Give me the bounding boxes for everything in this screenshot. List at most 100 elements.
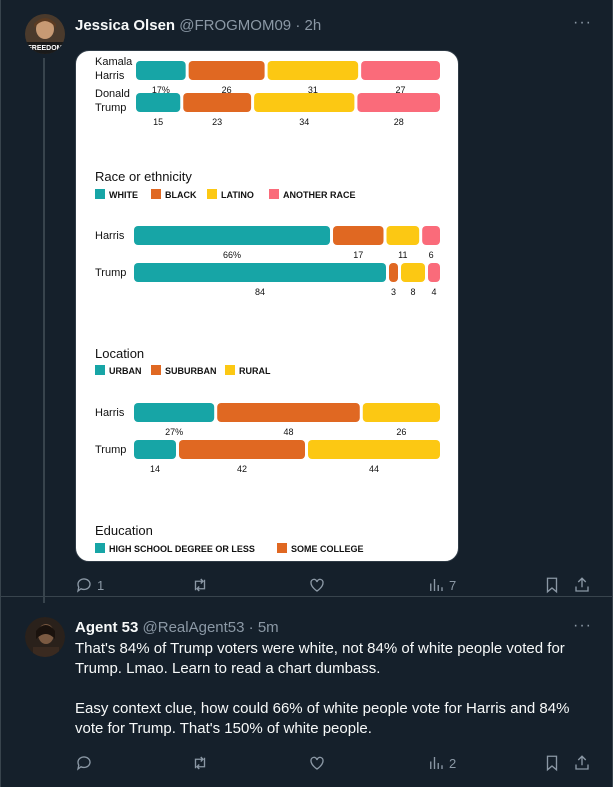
bookmark-icon <box>546 755 558 772</box>
legend-label: HIGH SCHOOL DEGREE OR LESS <box>109 544 255 554</box>
bar-segment <box>267 61 359 80</box>
reply-button[interactable] <box>75 753 93 773</box>
row-label: Harris <box>95 70 125 82</box>
tweet-actions: 1 7 <box>75 575 595 595</box>
data-label: 15 <box>153 117 163 127</box>
tweet-header: Agent 53 @RealAgent53 · 5m <box>75 619 279 636</box>
bar-segment <box>136 61 186 80</box>
retweet-button[interactable] <box>191 753 209 773</box>
views-button[interactable]: 2 <box>427 753 456 773</box>
legend-swatch <box>95 365 105 375</box>
data-label: 17% <box>152 85 170 95</box>
legend-swatch <box>151 365 161 375</box>
bar-segment <box>136 93 181 112</box>
bar-segment <box>254 93 355 112</box>
bar-segment <box>386 226 420 245</box>
legend-label: BLACK <box>165 190 197 200</box>
data-label: 42 <box>237 464 247 474</box>
tweet-paragraph: That's 84% of Trump voters were white, n… <box>75 640 565 677</box>
data-label: 84 <box>255 287 265 297</box>
bookmark-button[interactable] <box>543 575 561 595</box>
data-label: 6 <box>429 250 434 260</box>
share-icon <box>575 577 589 592</box>
bar-segment <box>188 61 265 80</box>
bar-segment <box>401 263 425 282</box>
avatar-image <box>25 617 65 657</box>
views-count: 2 <box>449 755 457 771</box>
tweet-agent53[interactable]: Agent 53 @RealAgent53 · 5m ··· That's 84… <box>1 597 613 787</box>
reply-count: 1 <box>97 577 105 593</box>
row-label: Kamala <box>95 56 133 68</box>
legend-swatch <box>151 189 161 199</box>
tweet-text: That's 84% of Trump voters were white, n… <box>75 639 595 739</box>
bar-segment <box>134 403 215 422</box>
avatar-image: FREEDOM <box>25 14 65 54</box>
bookmark-button[interactable] <box>543 753 561 773</box>
author-handle[interactable]: @RealAgent53 <box>142 619 245 636</box>
row-label: Harris <box>95 407 125 419</box>
like-button[interactable] <box>308 753 326 773</box>
legend-label: ANOTHER RACE <box>283 190 356 200</box>
bar-segment <box>333 226 384 245</box>
retweet-button[interactable] <box>191 575 209 595</box>
timestamp[interactable]: 5m <box>257 619 279 636</box>
avatar[interactable]: FREEDOM <box>25 14 65 54</box>
data-label: 31 <box>308 85 318 95</box>
tweet-image[interactable]: Kamala Harris 17% 26 31 27 Donald Trump 15 23 34 28… <box>75 50 459 562</box>
views-icon <box>430 757 443 769</box>
data-label: 28 <box>394 117 404 127</box>
data-label: 8 <box>410 287 415 297</box>
retweet-icon <box>194 578 206 592</box>
row-label: Trump <box>95 444 126 456</box>
data-label: 48 <box>283 427 293 437</box>
reply-button[interactable]: 1 <box>75 575 104 595</box>
views-icon <box>430 579 443 591</box>
data-label: 4 <box>431 287 436 297</box>
author-handle[interactable]: @FROGMOM09 <box>179 17 292 34</box>
share-icon <box>575 755 589 770</box>
views-count: 7 <box>449 577 457 593</box>
more-icon[interactable]: ··· <box>573 617 592 634</box>
more-icon[interactable]: ··· <box>573 14 592 31</box>
retweet-icon <box>194 756 206 770</box>
row-label: Trump <box>95 102 126 114</box>
legend-label: LATINO <box>221 190 254 200</box>
tweet-jessica[interactable]: FREEDOM Jessica Olsen @FROGMOM09 · 2h ··… <box>1 0 613 603</box>
legend-swatch <box>95 189 105 199</box>
share-button[interactable] <box>573 575 591 595</box>
bar-segment <box>362 403 440 422</box>
row-label: Trump <box>95 267 126 279</box>
avatar[interactable] <box>25 617 65 657</box>
bar-segment <box>389 263 398 282</box>
legend-swatch <box>277 543 287 553</box>
row-label: Donald <box>95 88 130 100</box>
data-label: 44 <box>369 464 379 474</box>
legend-label: RURAL <box>239 366 271 376</box>
bar-segment <box>428 263 440 282</box>
data-label: 11 <box>398 250 407 260</box>
data-label: 3 <box>391 287 396 297</box>
bar-segment <box>308 440 440 459</box>
timestamp[interactable]: 2h <box>304 17 322 34</box>
share-button[interactable] <box>573 753 591 773</box>
like-button[interactable] <box>308 575 326 595</box>
author-name[interactable]: Jessica Olsen <box>75 17 176 34</box>
bookmark-icon <box>546 577 558 594</box>
like-icon <box>310 578 324 592</box>
data-label: 27% <box>165 427 183 437</box>
bar-segment <box>183 93 252 112</box>
bar-segment <box>134 440 176 459</box>
data-label: 17 <box>353 250 363 260</box>
like-icon <box>310 756 324 770</box>
tweet-paragraph: Easy context clue, how could 66% of whit… <box>75 700 570 737</box>
bar-segment <box>422 226 440 245</box>
data-label: 23 <box>212 117 222 127</box>
views-button[interactable]: 7 <box>427 575 456 595</box>
data-label: 66% <box>223 250 241 260</box>
author-name[interactable]: Agent 53 <box>75 619 139 636</box>
legend-swatch <box>269 189 279 199</box>
reply-icon <box>76 756 91 771</box>
section-title: Education <box>95 523 153 538</box>
